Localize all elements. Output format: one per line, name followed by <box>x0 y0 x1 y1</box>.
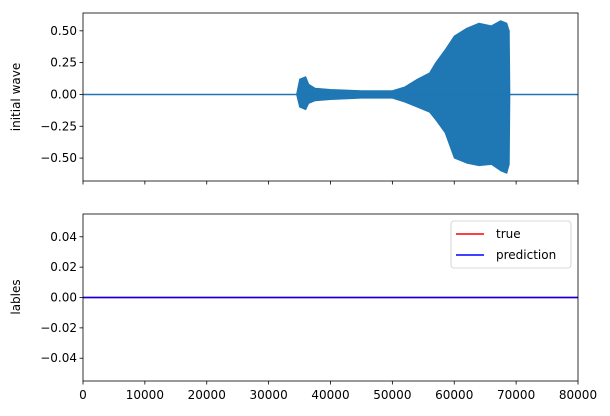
initial-wave-y-axis-label: initial wave <box>9 63 23 131</box>
initial-wave-y-tick-label: 0.00 <box>50 87 77 101</box>
labels-x-tick-label: 40000 <box>311 388 349 402</box>
initial-wave-y-tick-label: 0.50 <box>50 24 77 38</box>
labels-x-tick-label: 60000 <box>435 388 473 402</box>
waveform-envelope <box>83 20 578 174</box>
legend-prediction-label: prediction <box>496 248 556 262</box>
initial-wave-y-tick-label: −0.25 <box>40 119 77 133</box>
legend-box <box>450 220 572 269</box>
initial-wave-plot-area <box>83 20 578 174</box>
labels-y-tick-label: 0.02 <box>50 260 77 274</box>
labels-y-tick-label: 0.04 <box>50 230 77 244</box>
initial-wave-y-tick-label: −0.50 <box>40 151 77 165</box>
labels-y-tick-label: −0.04 <box>40 351 77 365</box>
labels-x-tick-label: 70000 <box>497 388 535 402</box>
labels-y-tick-label: 0.00 <box>50 291 77 305</box>
initial-wave-subplot: 0.50 0.25 0.00 −0.25 −0.50 initial wave <box>9 12 579 185</box>
initial-wave-y-ticks: 0.50 0.25 0.00 −0.25 −0.50 <box>40 24 83 165</box>
labels-x-tick-label: 20000 <box>188 388 226 402</box>
initial-wave-y-tick-label: 0.25 <box>50 56 77 70</box>
labels-x-tick-label: 0 <box>79 388 87 402</box>
labels-x-tick-label: 80000 <box>559 388 597 402</box>
initial-wave-x-ticks <box>82 181 579 185</box>
labels-x-tick-label: 10000 <box>126 388 164 402</box>
labels-x-ticks: 0 10000 20000 30000 40000 50000 60000 70000 8000… <box>79 381 597 402</box>
labels-x-tick-label: 30000 <box>250 388 288 402</box>
labels-y-axis-label: lables <box>9 279 23 314</box>
labels-y-tick-label: −0.02 <box>40 321 77 335</box>
legend: true prediction <box>450 220 572 269</box>
legend-true-label: true <box>496 227 521 241</box>
labels-y-ticks: 0.04 0.02 0.00 −0.02 −0.04 <box>40 230 83 365</box>
labels-subplot: 0.04 0.02 0.00 −0.02 −0.04 0 10000 20000 30000 4… <box>9 213 597 402</box>
labels-x-tick-label: 50000 <box>373 388 411 402</box>
